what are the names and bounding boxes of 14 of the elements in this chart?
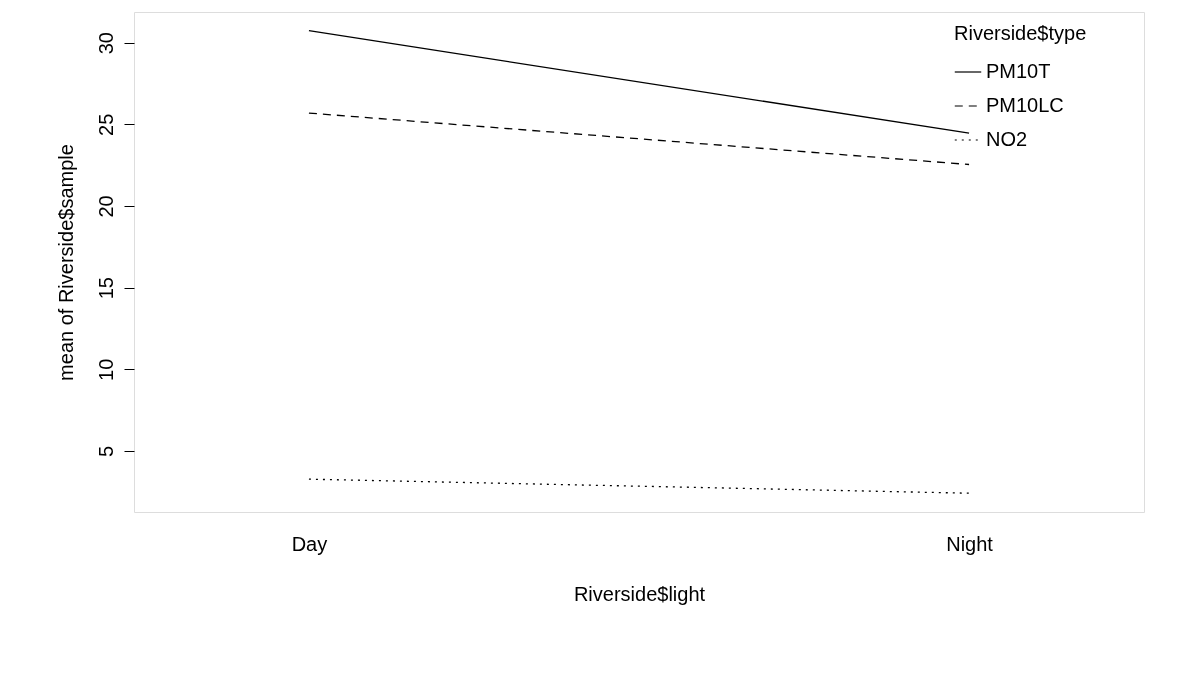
y-tick-label: 15 bbox=[94, 277, 117, 300]
x-tick-label: Night bbox=[946, 532, 994, 555]
legend-title: Riverside$type bbox=[954, 22, 1087, 44]
y-tick-label: 5 bbox=[94, 445, 117, 457]
y-axis-title: mean of Riverside$sample bbox=[54, 144, 77, 381]
y-tick-label: 10 bbox=[94, 358, 117, 381]
y-tick-label: 20 bbox=[94, 195, 117, 218]
legend-label: PM10LC bbox=[986, 94, 1064, 116]
y-tick-label: 25 bbox=[94, 113, 117, 136]
legend-label: PM10T bbox=[986, 60, 1051, 82]
x-tick-label: Day bbox=[291, 532, 328, 555]
y-tick-label: 30 bbox=[94, 32, 117, 55]
legend-label: NO2 bbox=[986, 128, 1028, 150]
x-axis-title: Riverside$light bbox=[573, 582, 706, 605]
